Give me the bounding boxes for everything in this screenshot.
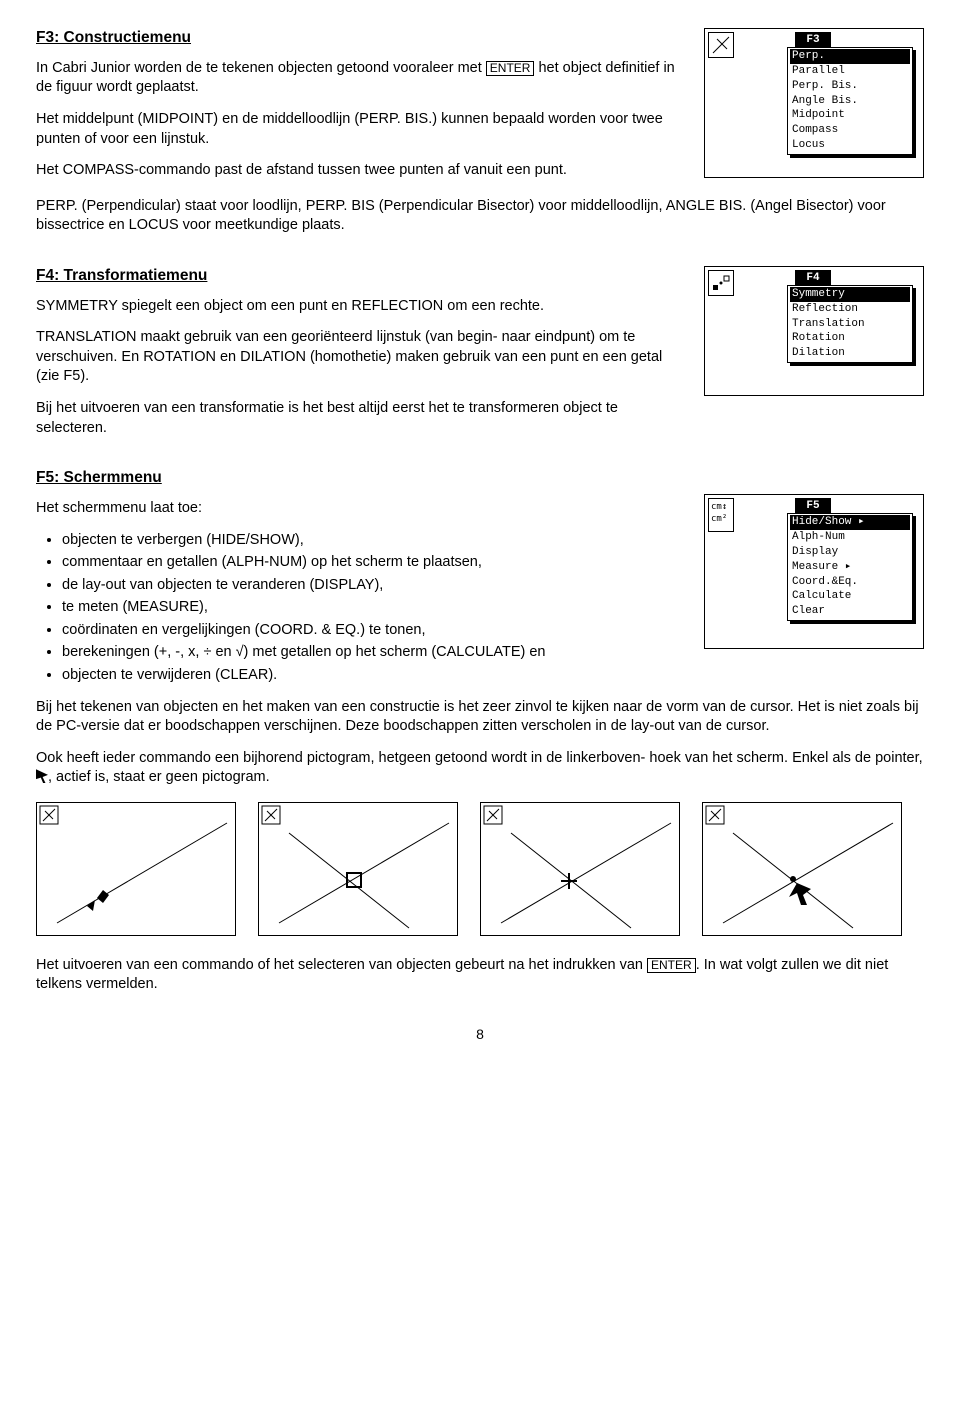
f3-p2: Het middelpunt (MIDPOINT) en de middello… <box>36 110 684 149</box>
menu-item[interactable]: Perp. <box>790 49 910 64</box>
menu-item[interactable]: Translation <box>790 317 910 332</box>
measure-icon: cm↕ cm² <box>708 498 734 532</box>
f3-menu-screenshot: F3 Perp.ParallelPerp. Bis.Angle Bis.Midp… <box>704 28 924 178</box>
cursor-example-4 <box>702 802 902 936</box>
f4-p3: Bij het uitvoeren van een transformatie … <box>36 399 684 438</box>
menu-item[interactable]: Locus <box>790 138 910 153</box>
bullet-item: commentaar en getallen (ALPH-NUM) op het… <box>62 553 684 573</box>
f3-menubox: F3 Perp.ParallelPerp. Bis.Angle Bis.Midp… <box>704 28 924 178</box>
bullet-item: objecten te verwijderen (CLEAR). <box>62 666 684 686</box>
menu-item[interactable]: Measure ▸ <box>790 560 910 575</box>
section-f5: F5: Schermmenu Het schermmenu laat toe: … <box>36 468 924 697</box>
final-paragraph: Het uitvoeren van een commando of het se… <box>36 956 924 995</box>
menu-item[interactable]: Display <box>790 545 910 560</box>
f5-heading: F5: Schermmenu <box>36 468 684 489</box>
menu-item[interactable]: Compass <box>790 123 910 138</box>
menu-item[interactable]: Hide/Show ▸ <box>790 515 910 530</box>
f3-text: F3: Constructiemenu In Cabri Junior word… <box>36 28 684 193</box>
f5-after2a: Ook heeft ieder commando een bijhorend p… <box>36 750 923 766</box>
f3-p4: PERP. (Perpendicular) staat voor loodlij… <box>36 197 924 236</box>
f5-bullet-list: objecten te verbergen (HIDE/SHOW),commen… <box>36 531 684 686</box>
section-f3: F3: Constructiemenu In Cabri Junior word… <box>36 28 924 193</box>
enter-key-2: ENTER <box>647 958 696 973</box>
menu-item[interactable]: Alph-Num <box>790 530 910 545</box>
menu-item[interactable]: Angle Bis. <box>790 94 910 109</box>
svg-text:cm²: cm² <box>711 514 727 524</box>
symmetry-icon <box>708 270 734 296</box>
menu-item[interactable]: Rotation <box>790 331 910 346</box>
svg-text:cm↕: cm↕ <box>711 502 727 512</box>
f3-menu-list[interactable]: Perp.ParallelPerp. Bis.Angle Bis.Midpoin… <box>787 47 913 155</box>
menu-item[interactable]: Midpoint <box>790 108 910 123</box>
f3-p1a: In Cabri Junior worden de te tekenen obj… <box>36 60 486 76</box>
menu-item[interactable]: Reflection <box>790 302 910 317</box>
bullet-item: berekeningen (+, -, x, ÷ en √) met getal… <box>62 643 684 663</box>
f5-menu-list[interactable]: Hide/Show ▸Alph-NumDisplayMeasure ▸Coord… <box>787 513 913 621</box>
cursor-example-2 <box>258 802 458 936</box>
f3-heading: F3: Constructiemenu <box>36 28 684 49</box>
cursor-example-1 <box>36 802 236 936</box>
f3-p1: In Cabri Junior worden de te tekenen obj… <box>36 59 684 98</box>
menu-item[interactable]: Coord.&Eq. <box>790 575 910 590</box>
pointer-cursor-icon <box>36 769 48 783</box>
f5-after1: Bij het tekenen van objecten en het make… <box>36 698 924 737</box>
menu-item[interactable]: Dilation <box>790 346 910 361</box>
f5-after2b: , actief is, staat er geen pictogram. <box>48 769 270 785</box>
menu-item[interactable]: Clear <box>790 604 910 619</box>
final-a: Het uitvoeren van een commando of het se… <box>36 957 647 973</box>
perp-icon <box>708 32 734 58</box>
menu-item[interactable]: Parallel <box>790 64 910 79</box>
page-number: 8 <box>36 1025 924 1044</box>
f5-intro: Het schermmenu laat toe: <box>36 499 684 519</box>
f5-text: F5: Schermmenu Het schermmenu laat toe: … <box>36 468 684 697</box>
menu-item[interactable]: Perp. Bis. <box>790 79 910 94</box>
f5-menu-screenshot: cm↕cm² F5 Hide/Show ▸Alph-NumDisplayMeas… <box>704 468 924 649</box>
f4-heading: F4: Transformatiemenu <box>36 266 684 287</box>
bullet-item: coördinaten en vergelijkingen (COORD. & … <box>62 621 684 641</box>
bullet-item: objecten te verbergen (HIDE/SHOW), <box>62 531 684 551</box>
enter-key: ENTER <box>486 61 535 76</box>
f4-menu-screenshot: F4 SymmetryReflectionTranslationRotation… <box>704 266 924 396</box>
bullet-item: te meten (MEASURE), <box>62 598 684 618</box>
section-f4: F4: Transformatiemenu SYMMETRY spiegelt … <box>36 266 924 450</box>
f4-menubox: F4 SymmetryReflectionTranslationRotation… <box>704 266 924 396</box>
f4-text: F4: Transformatiemenu SYMMETRY spiegelt … <box>36 266 684 450</box>
f4-p2: TRANSLATION maakt gebruik van een georië… <box>36 328 684 387</box>
f3-p3: Het COMPASS-commando past de afstand tus… <box>36 161 684 181</box>
menu-item[interactable]: Symmetry <box>790 287 910 302</box>
f4-p1: SYMMETRY spiegelt een object om een punt… <box>36 297 684 317</box>
cursor-examples-row <box>36 802 924 936</box>
f5-after2: Ook heeft ieder commando een bijhorend p… <box>36 749 924 788</box>
f5-menubox: cm↕cm² F5 Hide/Show ▸Alph-NumDisplayMeas… <box>704 494 924 649</box>
menu-item[interactable]: Calculate <box>790 589 910 604</box>
bullet-item: de lay-out van objecten te veranderen (D… <box>62 576 684 596</box>
f4-menu-list[interactable]: SymmetryReflectionTranslationRotationDil… <box>787 285 913 363</box>
cursor-example-3 <box>480 802 680 936</box>
